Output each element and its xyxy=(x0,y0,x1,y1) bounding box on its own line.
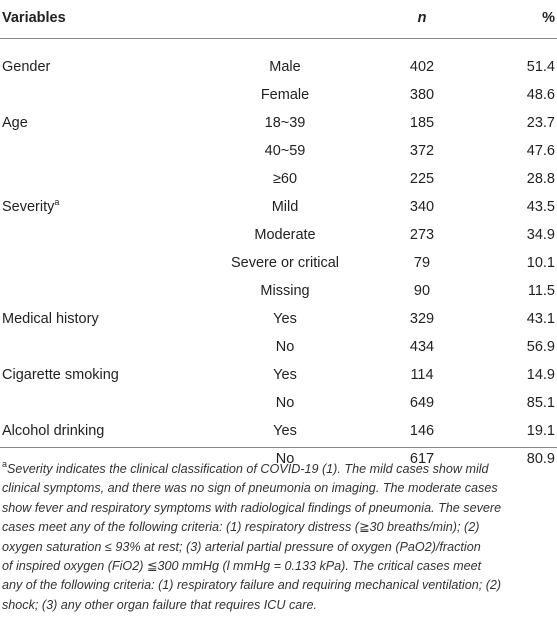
footnote-text: show fever and respiratory symptoms with… xyxy=(2,500,502,515)
variable-text: Cigarette smoking xyxy=(2,367,119,383)
variable-text: Age xyxy=(2,115,28,131)
level-cell: Yes xyxy=(273,311,297,327)
header-n: n xyxy=(417,10,427,26)
variable-cell: Alcohol drinking xyxy=(2,417,104,445)
percent-cell: 56.9 xyxy=(526,339,555,355)
footnote-line: aSeverity indicates the clinical classif… xyxy=(2,460,557,479)
n-cell: 185 xyxy=(409,115,435,131)
variable-text: Alcohol drinking xyxy=(2,423,105,439)
percent-cell: 11.5 xyxy=(527,283,555,299)
percent-cell: 19.1 xyxy=(526,423,555,439)
variable-cell: Age xyxy=(2,109,28,137)
n-cell: 649 xyxy=(409,395,435,411)
percent-cell: 85.1 xyxy=(526,395,555,411)
percent-cell: 23.7 xyxy=(526,115,555,131)
footnote-text: oxygen saturation ≤ 93% at rest; (3) art… xyxy=(2,539,481,554)
variable-cell: Severitya xyxy=(2,193,59,221)
percent-cell: 14.9 xyxy=(526,367,555,383)
n-cell: 434 xyxy=(409,339,435,355)
percent-cell: 47.6 xyxy=(526,143,555,159)
level-cell: Missing xyxy=(260,283,310,299)
footnote: aSeverity indicates the clinical classif… xyxy=(2,460,557,615)
bottom-rule xyxy=(0,447,557,448)
variable-text: Gender xyxy=(2,59,51,75)
footnote-text: of inspired oxygen (FiO2) ≦300 mmHg (l m… xyxy=(2,558,482,573)
level-cell: Male xyxy=(269,59,301,75)
n-cell: 273 xyxy=(409,227,435,243)
percent-cell: 34.9 xyxy=(526,227,555,243)
n-cell: 79 xyxy=(413,255,431,271)
level-cell: ≥60 xyxy=(272,171,298,187)
footnote-line: of inspired oxygen (FiO2) ≦300 mmHg (l m… xyxy=(2,557,557,576)
footnote-text: Severity indicates the clinical classifi… xyxy=(7,462,489,476)
variable-text: Severity xyxy=(2,199,55,215)
level-cell: Yes xyxy=(273,367,297,383)
footnote-text: clinical symptoms, and there was no sign… xyxy=(2,481,498,496)
footnote-mark: a xyxy=(54,197,60,207)
footnote-line: any of the following criteria: (1) respi… xyxy=(2,576,557,595)
variable-cell: Medical history xyxy=(2,305,99,333)
n-cell: 402 xyxy=(409,59,435,75)
header-variables: Variables xyxy=(2,10,66,26)
level-cell: Moderate xyxy=(254,227,316,243)
level-cell: Mild xyxy=(271,199,299,215)
n-cell: 146 xyxy=(409,423,435,439)
footnote-line: shock; (3) any other organ failure that … xyxy=(2,596,557,615)
percent-cell: 80.9 xyxy=(526,451,555,467)
level-cell: Yes xyxy=(273,423,297,439)
level-cell: 18~39 xyxy=(264,115,306,131)
n-cell: 372 xyxy=(409,143,435,159)
variable-text: Medical history xyxy=(2,311,99,327)
footnote-line: cases meet any of the following criteria… xyxy=(2,518,557,537)
footnote-text: shock; (3) any other organ failure that … xyxy=(2,597,317,612)
footnote-text: cases meet any of the following criteria… xyxy=(2,520,480,535)
level-cell: Female xyxy=(260,87,310,103)
n-cell: 340 xyxy=(409,199,435,215)
variable-cell: Cigarette smoking xyxy=(2,361,119,389)
level-cell: 40~59 xyxy=(264,143,306,159)
percent-cell: 48.6 xyxy=(526,87,555,103)
variable-cell: Gender xyxy=(2,53,50,81)
n-cell: 380 xyxy=(409,87,435,103)
n-cell: 114 xyxy=(410,367,434,383)
percent-cell: 28.8 xyxy=(526,171,555,187)
n-cell: 329 xyxy=(409,311,435,327)
percent-cell: 51.4 xyxy=(526,59,555,75)
percent-cell: 43.5 xyxy=(526,199,555,215)
level-cell: Severe or critical xyxy=(231,255,339,271)
level-cell: No xyxy=(275,395,295,411)
footnote-line: clinical symptoms, and there was no sign… xyxy=(2,479,557,498)
percent-cell: 43.1 xyxy=(526,311,555,327)
footnote-mark: a xyxy=(2,459,8,469)
footnote-line: show fever and respiratory symptoms with… xyxy=(2,499,557,518)
footnote-text: any of the following criteria: (1) respi… xyxy=(2,578,502,593)
n-cell: 90 xyxy=(413,283,431,299)
percent-cell: 10.1 xyxy=(526,255,555,271)
header-percent: % xyxy=(542,10,555,26)
n-cell: 617 xyxy=(409,451,435,467)
footnote-line: oxygen saturation ≤ 93% at rest; (3) art… xyxy=(2,538,557,557)
level-cell: No xyxy=(275,339,295,355)
level-cell: No xyxy=(275,451,295,467)
n-cell: 225 xyxy=(409,171,435,187)
header-rule xyxy=(0,38,557,39)
